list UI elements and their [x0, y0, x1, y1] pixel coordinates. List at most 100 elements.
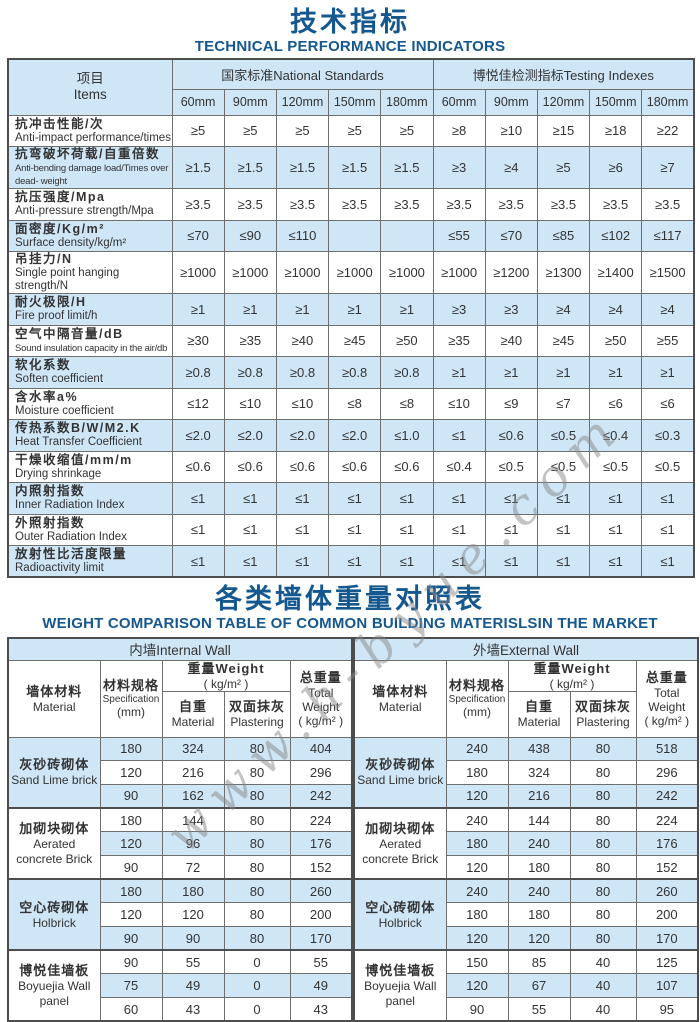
- wall-value-cell: 49: [289, 973, 353, 999]
- material-name-en: Boyuejia Wall panel: [18, 979, 91, 1009]
- wall-value-cell: 96: [161, 831, 225, 856]
- wall-value-cell: 43: [161, 997, 225, 1022]
- wall-value-cell: 80: [223, 736, 291, 762]
- tech-value-cell: ≥1: [432, 356, 486, 389]
- tech-row-label-en: Sound insulation capacity in the air/db: [15, 342, 168, 354]
- weight-header-cell: 重量Weight( kg/m² ): [507, 659, 637, 692]
- tech-row-label-zh: 干燥收缩值/mm/m: [15, 452, 133, 467]
- tech-row-label-en: Inner Radiation Index: [15, 499, 125, 512]
- wall-value-cell: 240: [445, 878, 509, 904]
- tech-value-cell: ≥3.5: [589, 188, 643, 221]
- self-weight-header-cell: 自重 Material: [161, 690, 225, 738]
- wall-value-cell: 180: [507, 854, 571, 880]
- wall-value-cell: 90: [445, 997, 509, 1022]
- tech-value-cell: ≤90: [223, 219, 277, 252]
- total-header-zh: 总重量: [645, 669, 688, 685]
- material-name-zh: 灰砂砖砌体: [19, 757, 90, 773]
- tech-value-cell: ≥1000: [432, 251, 486, 294]
- weight-tables-container: 内墙Internal Wall 墙体材料 Material 材料规格 Specifica…: [7, 637, 700, 1022]
- tech-row-label-zh: 抗弯破坏荷载/自重倍数: [15, 147, 160, 161]
- wall-table-head: 外墙External Wall 墙体材料 Material 材料规格 Specifica…: [353, 637, 699, 738]
- wall-value-cell: 150: [445, 949, 509, 975]
- tech-row-label-zh: 内照射指数: [15, 484, 86, 499]
- tech-row-label: 抗压强度/Mpa Anti-pressure strength/Mpa: [7, 188, 173, 221]
- tech-value-cell: ≥5: [223, 114, 277, 147]
- thickness-header-cell: 180mm: [380, 88, 434, 116]
- wall-value-cell: 80: [569, 854, 637, 880]
- thickness-header-cell: 120mm: [275, 88, 330, 116]
- wall-value-cell: 67: [507, 973, 571, 999]
- material-name-en: Aerated concrete Brick: [362, 837, 439, 867]
- material-name-cell: 空心砖砌体 Holbrick: [7, 878, 101, 951]
- weight-header-label: 重量Weight: [187, 660, 265, 676]
- tech-value-cell: ≤1: [432, 419, 486, 452]
- tech-row-label-en: Surface density/kg/m²: [15, 236, 127, 249]
- tech-row-label-en: Single point hanging strength/N: [15, 267, 120, 292]
- wall-data-row: 博悦佳墙板 Boyuejia Wall panel 150 85 40 125: [353, 949, 699, 1022]
- tech-value-cell: ≤1: [275, 545, 330, 578]
- tech-value-cell: ≤1: [536, 545, 591, 578]
- wall-table-title-row: 内墙Internal Wall: [7, 637, 353, 661]
- wall-data-row: 加砌块砌体 Aerated concrete Brick 180 144 80 224: [7, 807, 353, 880]
- tech-value-cell: ≥1: [484, 356, 538, 389]
- tech-value-cell: ≥7: [641, 146, 695, 189]
- tech-value-cell: ≤1: [536, 513, 591, 546]
- wall-value-cell: 240: [507, 831, 571, 856]
- tech-value-cell: ≥3.5: [328, 188, 382, 221]
- wall-value-cell: 240: [445, 736, 509, 762]
- tech-value-cell: ≥1: [536, 356, 591, 389]
- tech-value-cell: ≥45: [536, 324, 591, 357]
- tech-row-label-zh: 面密度/Kg/m²: [15, 221, 105, 236]
- tech-value-cell: ≥1.5: [380, 146, 434, 189]
- tech-row-label-zh: 空气中隔音量/dB: [15, 326, 124, 341]
- tech-row-label-en: Fire proof limit/h: [15, 310, 98, 323]
- thickness-header-cell: 60mm: [171, 88, 225, 116]
- tech-value-cell: ≤1: [171, 482, 225, 515]
- wall-data-row: 90 90 80 170: [8, 926, 353, 951]
- tech-row: 内照射指数 Inner Radiation Index ≤1 ≤1 ≤1 ≤1 ≤1 ≤1 ≤1…: [7, 482, 695, 515]
- tech-value-cell: ≥1: [328, 293, 382, 326]
- wall-table-head: 内墙Internal Wall 墙体材料 Material 材料规格 Specifica…: [7, 637, 353, 738]
- tech-value-cell: ≥5: [275, 114, 330, 147]
- total-header-en: Total Weight: [648, 685, 686, 714]
- spec-header-zh: 材料规格: [102, 678, 159, 693]
- wall-data-row: 120 120 80 200: [8, 902, 353, 927]
- tech-value-cell: ≤55: [432, 219, 486, 252]
- tech-value-cell: ≥5: [536, 146, 591, 189]
- thickness-header-cell: 120mm: [536, 88, 591, 116]
- material-name-zh: 加砌块砌体: [365, 821, 436, 837]
- wall-value-cell: 216: [161, 760, 225, 785]
- tech-row: 抗弯破坏荷载/自重倍数 Anti-bending damage load/Time…: [7, 146, 695, 189]
- tech-value-cell: ≤1: [223, 482, 277, 515]
- tech-value-cell: ≥3.5: [275, 188, 330, 221]
- wall-value-cell: 180: [99, 878, 163, 904]
- tech-row-label: 抗冲击性能/次 Anti-impact performance/times: [7, 114, 173, 147]
- tech-row: 耐火极限/H Fire proof limit/h ≥1 ≥1 ≥1 ≥1 ≥1 ≥3 ≥3 ≥4…: [7, 293, 695, 326]
- tech-value-cell: ≥3.5: [380, 188, 434, 221]
- tech-row-label-zh: 吊挂力/N: [15, 252, 73, 266]
- wall-header-row1: 墙体材料 Material 材料规格 Specification (mm) 重量Weigh…: [7, 659, 353, 738]
- wall-value-cell: 120: [445, 926, 509, 951]
- total-header-zh: 总重量: [299, 669, 342, 685]
- wall-value-cell: 80: [569, 736, 637, 762]
- wall-value-cell: 90: [99, 949, 163, 975]
- material-name-zh: 空心砖砌体: [19, 899, 90, 915]
- wall-value-cell: 80: [223, 831, 291, 856]
- tech-row-label: 吊挂力/N Single point hanging strength/N: [7, 251, 173, 294]
- tech-value-cell: ≤1: [432, 482, 486, 515]
- wall-value-cell: 152: [635, 854, 699, 880]
- tech-value-cell: ≤1: [328, 513, 382, 546]
- tech-value-cell: ≤9: [484, 387, 538, 420]
- tech-value-cell: ≥1200: [484, 251, 538, 294]
- section1-title-en: TECHNICAL PERFORMANCE INDICATORS: [194, 38, 506, 55]
- tech-value-cell: ≤1: [328, 482, 382, 515]
- wall-header-row1: 墙体材料 Material 材料规格 Specification (mm) 重量Weigh…: [353, 659, 699, 738]
- national-standards-header: 国家标准National Standards: [171, 58, 434, 90]
- wall-value-cell: 0: [223, 997, 291, 1022]
- tech-value-cell: ≥1000: [328, 251, 382, 294]
- wall-value-cell: 120: [99, 760, 163, 785]
- material-name-en: Holbrick: [378, 915, 422, 930]
- wall-value-cell: 80: [569, 807, 637, 833]
- tech-value-cell: ≥1: [380, 293, 434, 326]
- tech-value-cell: ≤2.0: [171, 419, 225, 452]
